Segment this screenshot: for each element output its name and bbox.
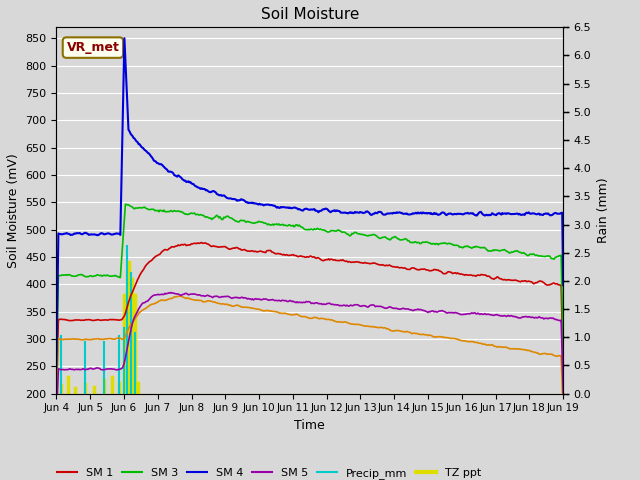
SM 3 (355, 231, 363, 237)
Line: SM 2: SM 2 (56, 296, 563, 415)
SM 2 (328, 317, 335, 323)
X-axis label: Time: Time (294, 419, 325, 432)
Line: SM 1: SM 1 (56, 242, 563, 393)
SM 5 (469, 311, 477, 316)
Y-axis label: Rain (mm): Rain (mm) (597, 178, 610, 243)
SM 1 (52, 390, 60, 396)
SM 2 (469, 339, 477, 345)
SM 1 (298, 253, 305, 259)
SM 1 (559, 370, 567, 376)
SM 3 (548, 256, 556, 262)
SM 1 (328, 256, 335, 262)
SM 3 (328, 228, 335, 233)
SM 5 (294, 300, 302, 305)
SM 4 (298, 207, 305, 213)
SM 4 (294, 206, 302, 212)
SM 5 (52, 420, 60, 425)
SM 5 (559, 390, 567, 396)
SM 4 (328, 208, 335, 214)
SM 5 (355, 303, 363, 309)
SM 4 (548, 212, 556, 218)
SM 4 (469, 210, 477, 216)
Y-axis label: Soil Moisture (mV): Soil Moisture (mV) (7, 153, 20, 268)
SM 3 (52, 363, 60, 369)
SM 1 (355, 259, 363, 265)
SM 2 (177, 293, 184, 299)
SM 5 (328, 301, 335, 307)
SM 5 (167, 289, 175, 295)
Text: VR_met: VR_met (67, 41, 119, 54)
SM 4 (355, 210, 363, 216)
SM 3 (469, 245, 477, 251)
SM 4 (559, 282, 567, 288)
SM 1 (548, 281, 556, 287)
SM 2 (298, 313, 305, 319)
SM 5 (548, 315, 556, 321)
SM 1 (469, 273, 477, 278)
Line: SM 5: SM 5 (56, 292, 563, 422)
Line: SM 3: SM 3 (56, 204, 563, 366)
SM 3 (559, 351, 567, 357)
SM 2 (559, 412, 567, 418)
SM 1 (198, 240, 205, 245)
SM 4 (120, 36, 128, 41)
Legend: SM 1, SM 2, SM 3, SM 4, SM 5, Precip_mm, TZ ppt: SM 1, SM 2, SM 3, SM 4, SM 5, Precip_mm,… (52, 464, 486, 480)
SM 2 (548, 351, 556, 357)
SM 4 (52, 365, 60, 371)
SM 3 (122, 201, 129, 207)
SM 2 (52, 401, 60, 407)
SM 2 (294, 312, 302, 318)
SM 2 (355, 322, 363, 327)
Title: Soil Moisture: Soil Moisture (260, 7, 359, 22)
SM 5 (298, 300, 305, 305)
SM 3 (294, 223, 302, 229)
SM 1 (294, 254, 302, 260)
SM 3 (298, 224, 305, 230)
Line: SM 4: SM 4 (56, 38, 563, 368)
